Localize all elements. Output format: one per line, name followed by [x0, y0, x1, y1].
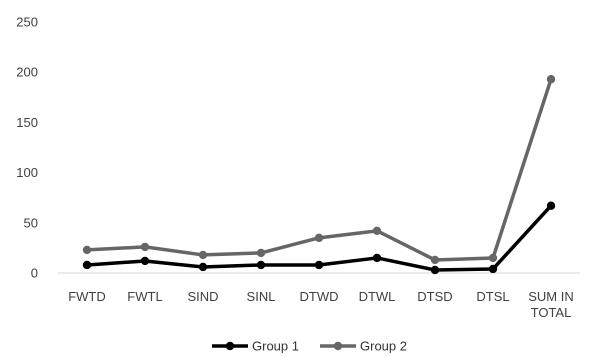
data-point — [546, 201, 556, 210]
x-tick-label: DTWD — [300, 289, 339, 304]
data-point — [372, 226, 382, 236]
x-tick-label: DTWL — [359, 289, 396, 304]
y-tick-label: 150 — [16, 115, 38, 130]
y-tick-label: 100 — [16, 165, 38, 180]
legend-label: Group 1 — [252, 339, 299, 354]
data-point — [256, 260, 266, 270]
data-point — [256, 248, 266, 258]
legend-item: Group 1 — [212, 339, 299, 354]
data-point — [314, 233, 324, 243]
x-tick-label: SINL — [247, 289, 276, 304]
series-layer — [82, 75, 556, 275]
x-tick-label: FWTD — [68, 289, 106, 304]
data-point — [488, 264, 498, 274]
x-tick-label: SIND — [187, 289, 218, 304]
x-axis: FWTD FWTL SIND SINL DTWD DTWL DTSD DTSL SUM IN TO… — [58, 272, 580, 320]
x-tick-label: DTSL — [476, 289, 509, 304]
data-point — [198, 250, 208, 260]
data-point — [82, 260, 92, 270]
series-line — [85, 77, 553, 262]
data-point — [430, 255, 440, 265]
data-point — [198, 262, 208, 272]
series-2 — [82, 75, 556, 265]
x-tick-label: FWTL — [127, 289, 162, 304]
y-tick-label: 0 — [31, 266, 38, 281]
legend-item: Group 2 — [320, 339, 407, 354]
legend-swatch-marker — [333, 341, 343, 351]
data-point — [140, 242, 150, 252]
legend-label: Group 2 — [360, 339, 407, 354]
y-tick-label: 200 — [16, 65, 38, 80]
data-point — [82, 245, 92, 255]
data-point — [372, 253, 382, 263]
data-point — [140, 256, 150, 266]
legend-swatch-marker — [225, 341, 235, 351]
legend: Group 1 Group 2 — [212, 339, 407, 354]
data-point — [546, 75, 556, 84]
series-1 — [82, 201, 556, 275]
y-tick-label: 50 — [24, 215, 38, 230]
x-tick-label: DTSD — [417, 289, 452, 304]
y-tick-label: 250 — [16, 15, 38, 30]
x-tick-label: SUM IN TOTAL — [528, 289, 574, 320]
y-axis: 0 50 100 150 200 250 — [16, 15, 38, 281]
data-point — [314, 260, 324, 270]
data-point — [488, 253, 498, 263]
data-point — [430, 265, 440, 275]
